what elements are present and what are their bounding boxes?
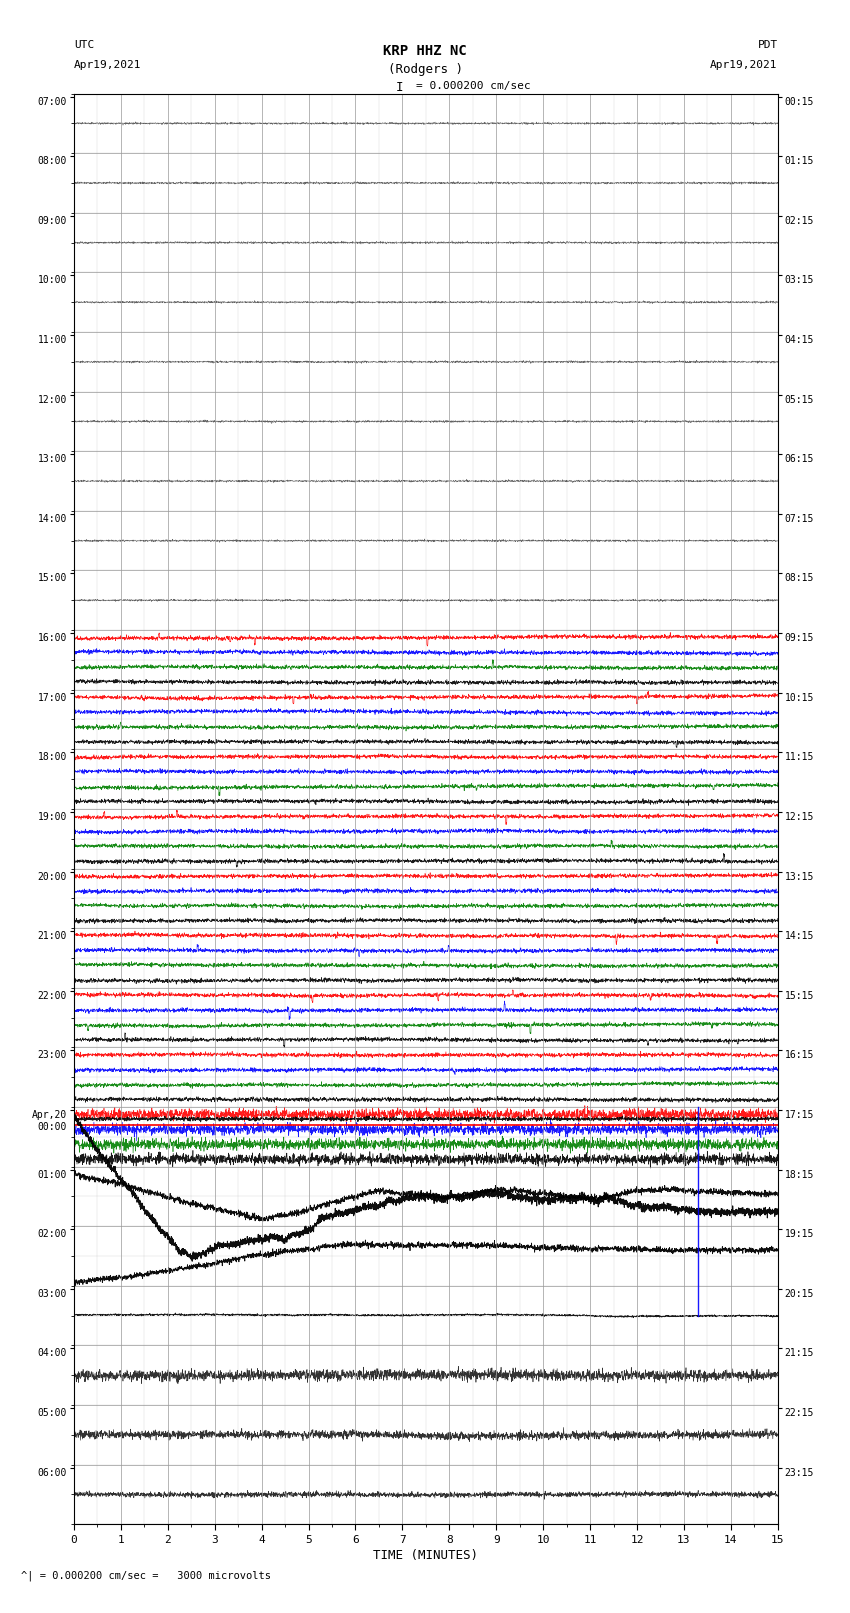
Text: I: I xyxy=(396,81,403,94)
Text: UTC: UTC xyxy=(74,40,94,50)
Text: PDT: PDT xyxy=(757,40,778,50)
Text: (Rodgers ): (Rodgers ) xyxy=(388,63,462,76)
Text: KRP HHZ NC: KRP HHZ NC xyxy=(383,44,467,58)
Text: = 0.000200 cm/sec: = 0.000200 cm/sec xyxy=(416,81,531,90)
Text: ^| = 0.000200 cm/sec =   3000 microvolts: ^| = 0.000200 cm/sec = 3000 microvolts xyxy=(21,1569,271,1581)
Text: Apr19,2021: Apr19,2021 xyxy=(711,60,778,69)
X-axis label: TIME (MINUTES): TIME (MINUTES) xyxy=(373,1548,479,1561)
Text: Apr19,2021: Apr19,2021 xyxy=(74,60,141,69)
